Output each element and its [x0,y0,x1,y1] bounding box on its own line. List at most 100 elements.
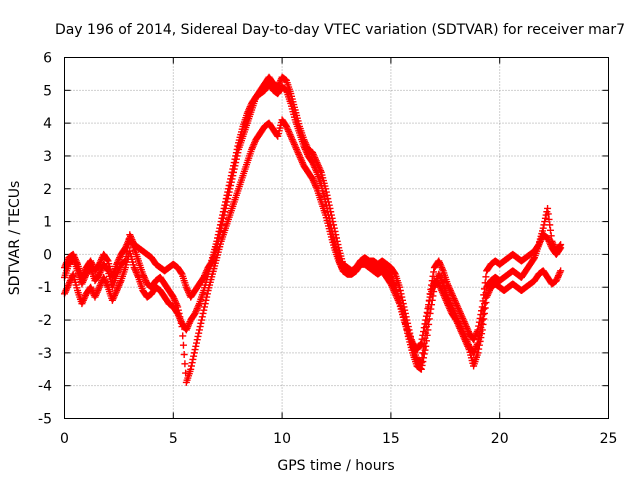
data-point [228,168,236,176]
data-point [216,221,224,229]
data-point [200,306,208,314]
data-point [227,172,235,180]
data-point [420,350,428,358]
data-point [225,181,233,189]
plot-frame [64,57,609,419]
data-point [478,330,486,338]
data-point [475,345,483,353]
data-point [193,336,201,344]
data-point [177,269,185,277]
data-point [391,269,399,277]
data-point [224,188,232,196]
data-point [424,326,432,334]
y-tick-label: 3 [43,149,52,165]
data-point [227,175,235,183]
data-point [203,290,211,298]
data-point [418,361,426,369]
x-tick-label: 20 [491,431,509,447]
data-point [202,296,210,304]
data-point [478,326,486,334]
y-tick-label: 5 [43,83,52,99]
data-point [234,142,242,150]
y-tick-label: -2 [38,313,52,329]
y-tick-label: 0 [43,247,52,263]
data-point [557,241,565,249]
data-point [232,152,240,160]
data-point [478,316,486,324]
data-point [200,303,208,311]
series-track-a [61,73,565,367]
data-point [222,195,230,203]
data-point [474,349,482,357]
data-point [195,326,203,334]
data-point [196,323,204,331]
data-point [422,312,430,320]
data-point [557,267,565,275]
data-point [193,339,201,347]
data-point [544,210,552,218]
data-point [198,313,206,321]
data-point [479,311,487,319]
data-point [420,354,428,362]
y-tick-labels: -5 -4 -3 -2 -1 0 1 2 3 4 5 6 [38,51,52,428]
data-point [229,165,237,173]
data-point [199,309,207,317]
data-point [181,360,189,368]
data-point [425,297,433,305]
data-point [176,313,184,321]
data-point [219,208,227,216]
y-tick-label: 6 [43,51,52,67]
x-axis-label: GPS time / hours [277,458,394,474]
series-track-b [61,80,565,373]
data-point [231,155,239,163]
data-point [190,349,198,357]
data-point [220,204,228,212]
data-point [174,303,182,311]
y-tick-label: 1 [43,215,52,231]
data-point [547,232,555,240]
data-point [232,149,240,157]
data-point [479,320,487,328]
data-point [417,339,425,347]
data-point [178,323,186,331]
data-point [481,304,489,312]
data-point [556,242,564,250]
data-point [546,226,554,234]
data-point [226,178,234,186]
data-point [417,365,425,373]
data-point [480,309,488,317]
data-point [175,309,183,317]
data-point [422,316,430,324]
x-tick-label: 25 [600,431,618,447]
data-point [530,255,538,263]
data-point [223,191,231,199]
data-point [180,351,188,359]
data-point [422,342,430,350]
x-tick-label: 5 [169,431,178,447]
data-point [419,331,427,339]
data-point [192,342,200,350]
data-point [422,337,430,345]
data-point [420,324,428,332]
data-point [418,335,426,343]
data-point [417,340,425,348]
data-point [218,214,226,222]
data-point [197,319,205,327]
y-tick-label: 2 [43,182,52,198]
data-point [541,214,549,222]
data-point [230,159,238,167]
data-point [188,359,196,367]
data-point [203,293,211,301]
data-point [187,362,195,370]
data-point [480,315,488,323]
data-point [224,185,232,193]
data-point [198,316,206,324]
x-tick-label: 10 [273,431,291,447]
y-tick-label: -1 [38,280,52,296]
y-axis-label: SDTVAR / TECUs [7,181,23,296]
data-point [233,145,241,153]
data-point [476,337,484,345]
data-point [475,341,483,349]
data-point [421,320,429,328]
